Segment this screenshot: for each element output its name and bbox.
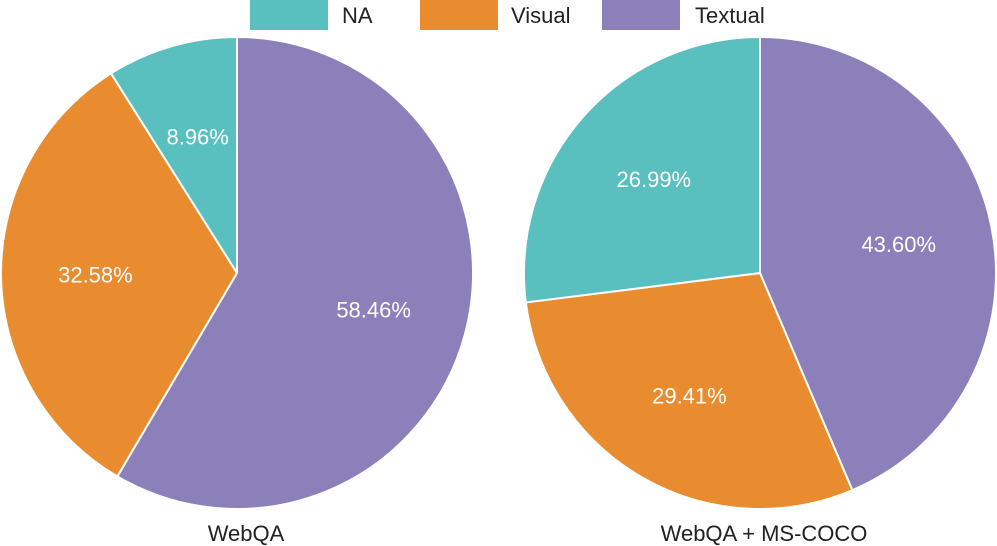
legend: NA Visual Textual <box>250 0 765 30</box>
pie-slice-na <box>110 36 238 274</box>
legend-label-textual: Textual <box>695 3 765 28</box>
legend-label-visual: Visual <box>511 3 571 28</box>
pies: 58.46% 32.58% 8.96% 43.60% 29.41% 26.99% <box>0 36 997 510</box>
legend-swatch-visual <box>420 0 498 30</box>
legend-swatch-textual <box>602 0 680 30</box>
slice-label-visual: 29.41% <box>652 383 727 408</box>
slice-label-textual: 43.60% <box>861 232 936 257</box>
legend-entry-textual: Textual <box>602 0 765 30</box>
pie-slice-textual <box>116 36 474 510</box>
pie-slice-visual <box>524 272 854 510</box>
legend-entry-visual: Visual <box>420 0 571 30</box>
pie-slice-visual <box>0 72 238 478</box>
pie-title-webqa-ms-coco: WebQA + MS-COCO <box>661 521 868 546</box>
pie-slice-na <box>523 36 761 304</box>
pie-slice-textual <box>759 36 997 492</box>
pie-webqa-ms-coco: 43.60% 29.41% 26.99% <box>523 36 997 510</box>
pie-title-webqa: WebQA <box>208 521 285 546</box>
slice-label-na: 8.96% <box>166 124 228 149</box>
legend-label-na: NA <box>342 3 373 28</box>
slice-label-na: 26.99% <box>617 167 692 192</box>
slice-label-textual: 58.46% <box>336 298 411 323</box>
slice-label-visual: 32.58% <box>58 263 133 288</box>
legend-entry-na: NA <box>250 0 373 30</box>
pie-webqa: 58.46% 32.58% 8.96% <box>0 36 474 510</box>
legend-swatch-na <box>250 0 328 30</box>
